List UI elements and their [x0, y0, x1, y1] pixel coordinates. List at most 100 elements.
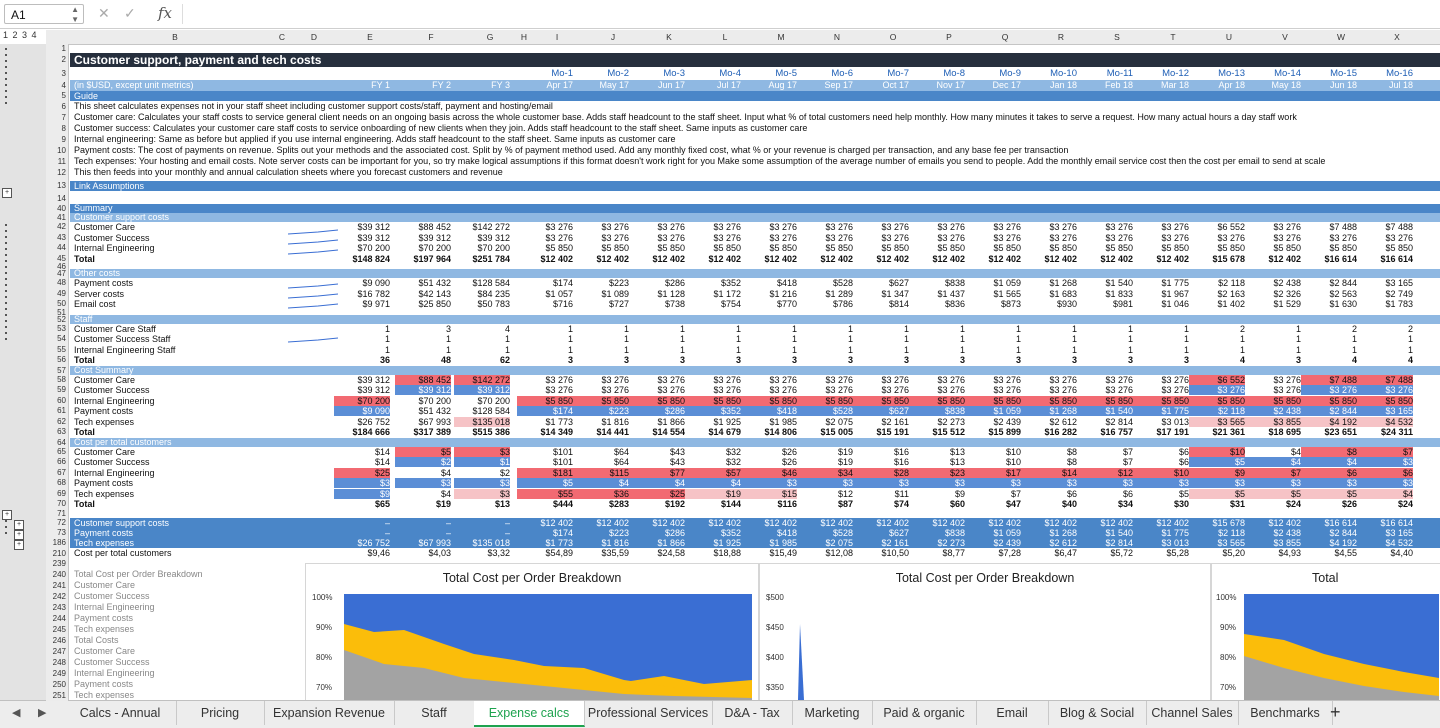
cell-value[interactable]: $15 005 [820, 427, 853, 437]
row-number[interactable]: 11 [46, 156, 68, 167]
cell-value[interactable]: $4 [440, 467, 451, 478]
cell-value[interactable]: $2 161 [881, 537, 909, 548]
cell-value[interactable]: 62 [499, 355, 510, 365]
cell-value[interactable]: $3 [1133, 478, 1189, 488]
column-header[interactable]: O [889, 32, 897, 42]
cell-value[interactable]: $128 584 [472, 278, 510, 288]
column-header[interactable]: T [1170, 32, 1176, 42]
cell-value[interactable]: $6 [1066, 488, 1077, 499]
cell-value[interactable]: $12 402 [820, 517, 853, 528]
row-number[interactable]: 53 [46, 323, 68, 334]
cell-value[interactable]: $3 855 [1273, 537, 1301, 548]
cell-value[interactable]: $42 143 [418, 288, 451, 299]
row-number[interactable]: 62 [46, 416, 68, 427]
cell-value[interactable]: $67 993 [418, 416, 451, 427]
row-number[interactable]: 71 [46, 509, 68, 518]
name-box[interactable]: A1 ▲ ▼ [4, 4, 84, 24]
cell-value[interactable]: $1 985 [769, 416, 797, 427]
cell-value[interactable]: $4,55 [1334, 547, 1357, 558]
cell-value[interactable]: $4 532 [1385, 537, 1413, 548]
cell-value[interactable]: $10,50 [881, 547, 909, 558]
outline-toggle-icon[interactable]: + [2, 510, 12, 520]
cell-value[interactable]: $12 402 [1044, 253, 1077, 264]
cell-value[interactable]: $627 [888, 278, 909, 288]
cell-value[interactable]: $70 200 [477, 395, 510, 406]
cell-value[interactable]: $1 268 [1021, 406, 1077, 416]
cell-value[interactable]: $3 [1357, 457, 1413, 467]
sheet-row[interactable]: Total $65 $19 $13 $444 $283 $192 $144 $116 $87 $74… [70, 499, 1440, 509]
cell-value[interactable]: $12 402 [876, 253, 909, 264]
cell-value[interactable]: $5 850 [993, 243, 1021, 253]
cell-value[interactable]: $5 [1178, 488, 1189, 499]
cell-value[interactable]: $3 276 [825, 232, 853, 243]
cell-value[interactable]: $12 402 [596, 517, 629, 528]
column-header[interactable]: H [520, 32, 528, 42]
row-number[interactable]: 3 [46, 67, 68, 80]
cell-value[interactable]: 1 [1015, 323, 1021, 334]
cell-value[interactable]: $16 282 [1044, 427, 1077, 437]
cell-value[interactable]: $1 783 [1385, 299, 1413, 309]
cell-value[interactable]: $5 850 [657, 243, 685, 253]
cell-value[interactable]: $10 [1133, 467, 1189, 478]
cell-value[interactable]: $12 402 [652, 517, 685, 528]
cell-value[interactable]: $34 [797, 467, 853, 478]
cell-value[interactable]: $7 488 [1357, 374, 1413, 385]
cell-value[interactable]: $3 276 [657, 385, 685, 395]
cell-value[interactable]: $1 775 [1161, 527, 1189, 538]
cell-value[interactable]: $3 [741, 478, 797, 488]
cell-value[interactable]: $1 529 [1273, 299, 1301, 309]
cell-value[interactable]: $930 [1056, 299, 1077, 309]
cell-value[interactable]: $2 [499, 467, 510, 478]
cell-value[interactable]: $36 [573, 488, 629, 499]
row-number[interactable]: 12 [46, 167, 68, 178]
cell-value[interactable]: 1 [735, 323, 741, 334]
cell-value[interactable]: $192 [664, 499, 685, 509]
cell-value[interactable]: $3 165 [1385, 527, 1413, 538]
row-number[interactable]: 54 [46, 334, 68, 344]
cell-value[interactable]: $1 289 [825, 288, 853, 299]
cell-value[interactable]: $31 [1229, 499, 1245, 509]
sheet-tab[interactable]: Professional Services [584, 701, 713, 725]
cell-value[interactable]: $4 192 [1301, 416, 1357, 427]
cell-value[interactable]: 1 [847, 344, 853, 355]
cell-value[interactable]: $12 402 [988, 517, 1021, 528]
cell-value[interactable]: 1 [959, 323, 965, 334]
sheet-tab[interactable]: Pricing [176, 701, 265, 725]
sheet-row[interactable]: Link Assumptions [70, 181, 1440, 191]
sheet-row[interactable]: Payment costs [70, 613, 1440, 624]
cell-value[interactable]: $12 402 [708, 517, 741, 528]
cell-value[interactable]: $70 200 [418, 395, 451, 406]
cell-value[interactable]: $16 782 [357, 288, 390, 299]
row-number[interactable]: 52 [46, 314, 68, 324]
sheet-row[interactable]: Customer Success Staff 1 1 1 1 1 1 1 1 1 1 1 1 1 1 1 1 1 1… [70, 334, 1440, 344]
cell-value[interactable]: $88 452 [418, 222, 451, 232]
sheet-tab[interactable]: Benchmarks [1238, 701, 1333, 725]
sheet-row[interactable]: Cost per total customers $9,46 $4,03 $3,32 $… [70, 548, 1440, 559]
cell-value[interactable]: $14 [374, 457, 390, 467]
cell-value[interactable]: 1 [504, 344, 510, 355]
cell-value[interactable]: 2 [1407, 323, 1413, 334]
cell-value[interactable]: $34 [1117, 499, 1133, 509]
cell-value[interactable]: $5 [517, 478, 573, 488]
cell-value[interactable]: $5 850 [937, 243, 965, 253]
cell-value[interactable]: $3 276 [825, 385, 853, 395]
outline-levels[interactable]: 1 2 3 4 [3, 30, 38, 40]
cell-value[interactable]: $627 [888, 527, 909, 538]
cell-value[interactable]: $16 [893, 457, 909, 467]
row-number[interactable]: 210 [46, 547, 68, 559]
sheet-row[interactable]: Payment costs: The cost of payments on r… [70, 145, 1440, 156]
formula-input[interactable] [182, 4, 1433, 24]
cell-value[interactable]: $1 216 [769, 288, 797, 299]
cell-value[interactable]: $3 276 [937, 232, 965, 243]
row-number[interactable]: 61 [46, 406, 68, 416]
cell-value[interactable]: $786 [832, 299, 853, 309]
cell-value[interactable]: $444 [552, 499, 573, 509]
sheet-row[interactable]: Total Cost per Order Breakdown [70, 569, 1440, 580]
cell-value[interactable]: $223 [573, 406, 629, 416]
cell-value[interactable]: $24 [1397, 499, 1413, 509]
cell-value[interactable]: $12 402 [1100, 517, 1133, 528]
row-number[interactable]: 43 [46, 232, 68, 243]
cell-value[interactable]: $1 540 [1077, 406, 1133, 416]
cell-value[interactable]: $3 276 [881, 232, 909, 243]
sheet-tab[interactable]: Blog & Social [1048, 701, 1147, 725]
